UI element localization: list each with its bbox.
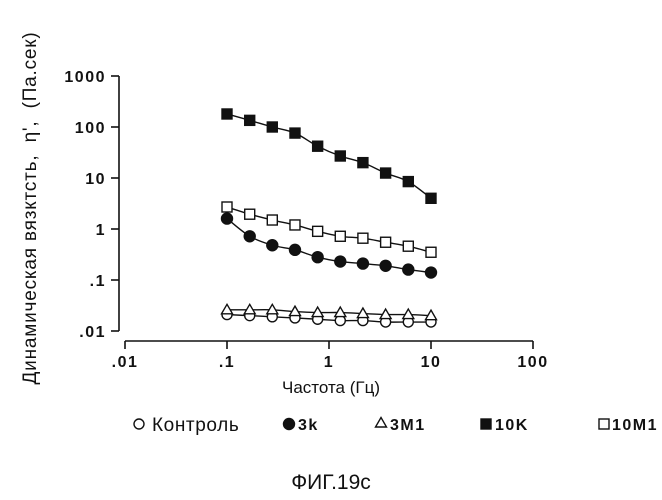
open-square-marker bbox=[403, 241, 413, 251]
filled-square-series-line bbox=[227, 114, 431, 198]
legend: Контроль 3k 3M1 10K 10M1 bbox=[134, 415, 658, 436]
x-tick-label: .1 bbox=[219, 354, 235, 371]
filled-circle-marker bbox=[244, 231, 255, 242]
x-tick-label: 100 bbox=[517, 354, 548, 371]
filled-circle-marker bbox=[312, 252, 323, 263]
open-square-marker bbox=[267, 215, 277, 225]
open-square-series-line bbox=[227, 207, 431, 252]
data-points bbox=[222, 109, 437, 327]
filled-square-legend-marker bbox=[481, 419, 491, 429]
y-tick-label: .1 bbox=[90, 273, 106, 290]
open-square-legend-marker bbox=[599, 419, 609, 429]
open-circle-series-line bbox=[227, 315, 431, 323]
filled-circle-marker bbox=[380, 260, 391, 271]
filled-square-marker bbox=[381, 168, 391, 178]
open-square-marker bbox=[426, 247, 436, 257]
filled-circle-series-line bbox=[227, 219, 431, 273]
filled-square-marker bbox=[290, 128, 300, 138]
series-lines bbox=[227, 114, 431, 322]
filled-square-marker bbox=[426, 193, 436, 203]
filled-square-marker bbox=[403, 177, 413, 187]
filled-circle-marker bbox=[403, 264, 414, 275]
open-triangle-marker bbox=[403, 309, 414, 319]
open-square-marker bbox=[245, 209, 255, 219]
legend-label: 3k bbox=[298, 417, 319, 434]
legend-label: 10M1 bbox=[612, 417, 658, 434]
filled-square-marker bbox=[267, 122, 277, 132]
open-triangle-marker bbox=[335, 307, 346, 317]
filled-circle-marker bbox=[357, 258, 368, 269]
filled-square-marker bbox=[222, 109, 232, 119]
filled-circle-marker bbox=[426, 267, 437, 278]
y-tick-label: 10 bbox=[85, 171, 106, 188]
legend-label: 10K bbox=[495, 417, 529, 434]
open-square-marker bbox=[222, 202, 232, 212]
filled-circle-marker bbox=[222, 213, 233, 224]
legend-item-10m1: 10M1 bbox=[599, 417, 658, 434]
open-square-marker bbox=[381, 237, 391, 247]
x-tick-label: 1 bbox=[324, 354, 334, 371]
open-square-marker bbox=[290, 220, 300, 230]
open-triangle-series-line bbox=[227, 310, 431, 316]
open-circle-legend-marker bbox=[134, 419, 144, 429]
y-tick-label: 100 bbox=[75, 120, 106, 137]
y-axis-title: Динамическая вязктсть, η', (Па.сек) bbox=[20, 31, 41, 384]
open-triangle-marker bbox=[222, 304, 233, 314]
open-square-marker bbox=[313, 226, 323, 236]
figure-caption: ФИГ.19c bbox=[291, 471, 371, 494]
filled-circle-marker bbox=[267, 240, 278, 251]
legend-item-control: Контроль bbox=[134, 415, 239, 436]
legend-item-10k: 10K bbox=[481, 417, 529, 434]
y-tick-label: 1000 bbox=[64, 69, 106, 86]
x-tick-label: .01 bbox=[112, 354, 139, 371]
legend-label: 3M1 bbox=[390, 417, 426, 434]
x-axis-title: Частота (Гц) bbox=[282, 378, 380, 397]
axes: 1000 100 10 1 .1 .01 .01 .1 1 10 100 bbox=[64, 69, 548, 371]
filled-square-marker bbox=[358, 158, 368, 168]
legend-item-3m1: 3M1 bbox=[376, 417, 426, 434]
legend-item-3k: 3k bbox=[284, 417, 319, 434]
open-triangle-marker bbox=[244, 304, 255, 314]
x-tick-label: 10 bbox=[421, 354, 442, 371]
filled-square-marker bbox=[313, 141, 323, 151]
open-square-marker bbox=[335, 231, 345, 241]
y-tick-label: .01 bbox=[79, 324, 106, 341]
filled-square-marker bbox=[335, 151, 345, 161]
legend-label: Контроль bbox=[152, 415, 239, 436]
open-square-marker bbox=[358, 233, 368, 243]
filled-square-marker bbox=[245, 115, 255, 125]
open-triangle-legend-marker bbox=[376, 418, 387, 428]
filled-circle-legend-marker bbox=[284, 419, 295, 430]
y-tick-label: 1 bbox=[96, 222, 106, 239]
filled-circle-marker bbox=[289, 244, 300, 255]
filled-circle-marker bbox=[335, 256, 346, 267]
